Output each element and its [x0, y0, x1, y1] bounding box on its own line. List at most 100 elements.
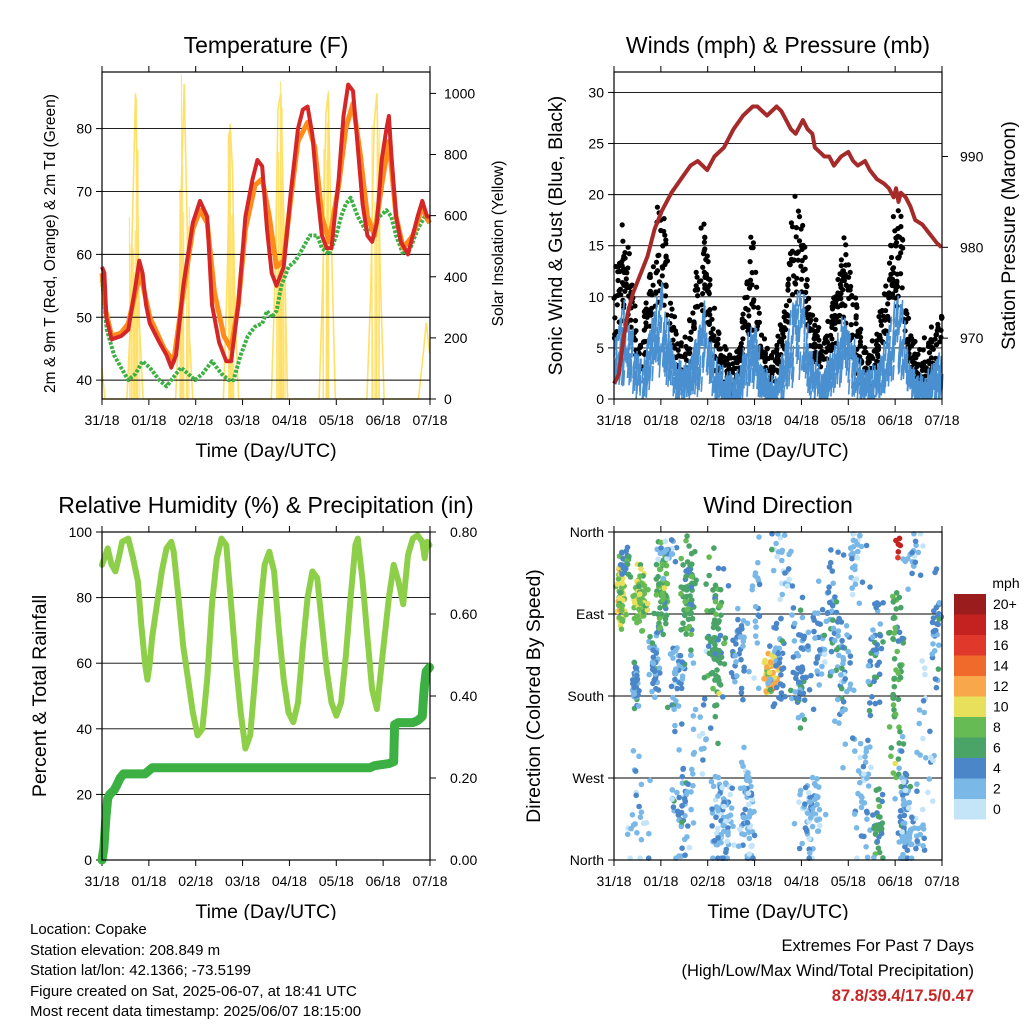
direction-point [801, 716, 808, 723]
gust-point [843, 252, 849, 258]
direction-point [922, 665, 928, 671]
gust-point [885, 313, 891, 319]
wind-speed-segment [645, 357, 648, 373]
direction-point [791, 638, 798, 644]
wind-speed-segment [826, 387, 830, 400]
wind-speed-segment [908, 371, 911, 388]
direction-point [793, 675, 799, 682]
wind-speed-segment [781, 361, 784, 378]
direction-point [672, 728, 678, 735]
wind-speed-segment [846, 329, 849, 346]
wind-speed-segment [889, 356, 893, 373]
direction-point [724, 814, 730, 820]
direction-point [862, 753, 868, 760]
direction-point [630, 748, 637, 754]
y2-tick-label: 0.80 [450, 524, 477, 540]
direction-point [797, 791, 803, 798]
wind-speed-segment [835, 350, 839, 366]
direction-point [650, 654, 657, 661]
wind-speed-segment [888, 346, 891, 363]
wind-speed-segment [860, 390, 863, 400]
direction-point [683, 593, 690, 600]
direction-point [690, 771, 696, 777]
wind-speed-segment [925, 381, 928, 398]
wind-speed-segment [902, 363, 905, 380]
direction-point [845, 648, 851, 655]
direction-point [852, 748, 858, 754]
direction-point [653, 592, 660, 598]
wind-speed-segment [784, 346, 787, 363]
direction-point [780, 665, 787, 671]
direction-point [653, 561, 660, 568]
station-pressure-line [612, 104, 943, 385]
wind-speed-segment [851, 345, 854, 361]
gust-point [800, 268, 806, 274]
wind-speed-segment [622, 310, 625, 327]
wind-speed-segment [886, 333, 890, 350]
wind-speed-segment [694, 379, 697, 395]
direction-point [819, 663, 825, 670]
direction-point [890, 770, 897, 776]
gust-point [750, 240, 757, 246]
direction-point [716, 647, 722, 654]
gust-point [834, 314, 840, 320]
direction-point [864, 810, 870, 816]
direction-point [821, 646, 828, 653]
wind-speed-segment [662, 326, 666, 343]
direction-point [749, 842, 755, 849]
solar-spike [135, 98, 138, 400]
wind-speed-segment [854, 354, 858, 370]
temperature-panel: Temperature (F) Time (Day/UTC) 31/18 01/18 0… [42, 32, 507, 462]
direction-point [876, 659, 882, 666]
wind-speed-segment [667, 347, 670, 364]
direction-point [615, 576, 622, 582]
direction-point [779, 591, 786, 598]
direction-point [720, 566, 727, 572]
wind-speed-segment [786, 337, 790, 353]
gust-point [848, 294, 855, 300]
wind-speed-segment [681, 370, 684, 386]
direction-point [892, 760, 898, 767]
wind-speed-segment [648, 344, 652, 361]
direction-point [630, 593, 636, 599]
wind-speed-segment [713, 377, 716, 394]
wind-speed-segment [809, 356, 812, 373]
gust-point [700, 251, 707, 257]
direction-point [822, 659, 828, 665]
direction-point [814, 655, 821, 662]
y2-tick-label: 200 [444, 330, 468, 346]
wind-speed-segment [844, 352, 848, 369]
wind-speed-segment [765, 369, 768, 386]
direction-point [687, 567, 693, 573]
direction-point [829, 602, 836, 609]
wind-speed-segment [650, 317, 654, 334]
direction-point [655, 556, 661, 563]
wind-speed-segment [674, 367, 677, 383]
gust-point [882, 317, 888, 323]
direction-point [700, 757, 706, 763]
gust-point [789, 224, 796, 230]
gust-point [786, 276, 792, 282]
plot-border [613, 531, 943, 861]
direction-point [624, 831, 631, 838]
wind-speed-segment [882, 376, 885, 393]
gust-point [890, 266, 896, 272]
gust-point [765, 355, 772, 362]
y-tick-label: 80 [76, 121, 92, 137]
direction-point [713, 611, 719, 618]
direction-point [680, 765, 687, 772]
gust-point [653, 290, 659, 296]
y-tick-label: 20 [76, 786, 92, 802]
gust-point [853, 321, 859, 327]
direction-point [897, 728, 903, 735]
direction-point [818, 671, 825, 677]
wind-speed-segment [794, 300, 797, 316]
direction-point [844, 632, 850, 638]
wind-speed-segment [935, 383, 938, 399]
direction-point [715, 626, 722, 632]
y2-tick-label: 600 [444, 208, 468, 224]
wind-speed-segment [703, 330, 706, 347]
gust-point [848, 283, 854, 290]
direction-point [728, 670, 735, 676]
gust-point [660, 265, 666, 271]
